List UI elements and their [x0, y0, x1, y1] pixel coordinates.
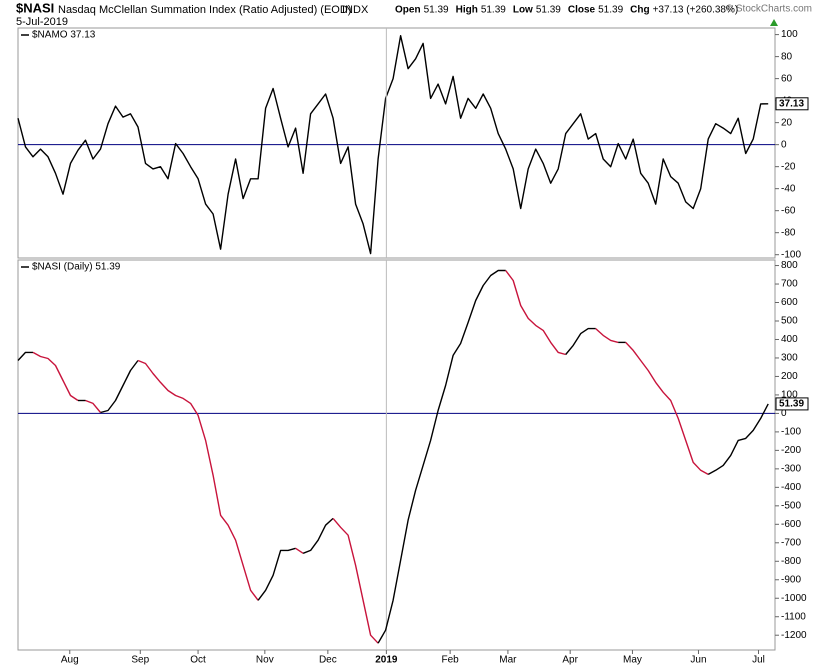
panel-frame	[17, 259, 776, 651]
y-tick-label: 400	[781, 334, 798, 345]
y-tick-label: -20	[781, 161, 796, 172]
quote-label: Low	[513, 5, 533, 16]
line	[17, 35, 769, 255]
y-tick-label: 300	[781, 353, 798, 364]
y-tick-label: -80	[781, 227, 796, 238]
y-tick-label: -60	[781, 205, 796, 216]
copyright: © StockCharts.com	[726, 4, 812, 15]
y-tick-label: 100	[781, 29, 798, 40]
y-tick-label: -300	[781, 464, 801, 475]
line	[302, 517, 334, 554]
y-tick-label: -100	[781, 249, 801, 260]
y-tick-label: 700	[781, 279, 798, 290]
up-arrow	[770, 19, 778, 26]
x-tick-label: 2019	[375, 655, 398, 666]
line	[707, 403, 769, 476]
last-value-box	[775, 397, 809, 411]
y-tick-label: 80	[781, 51, 793, 62]
y-tick-label: -100	[781, 427, 801, 438]
y-tick-label: 60	[781, 73, 793, 84]
y-tick-label: -900	[781, 574, 801, 585]
y-tick-label: 200	[781, 371, 798, 382]
quote-label: Open	[395, 5, 421, 16]
line	[257, 547, 296, 601]
quote-value: 51.39	[536, 5, 561, 16]
y-tick-label: -400	[781, 482, 801, 493]
date: 5-Jul-2019	[16, 16, 68, 28]
line	[377, 269, 506, 644]
y-tick-label: -700	[781, 537, 801, 548]
x-tick-label: Mar	[499, 655, 517, 666]
panel-frame	[17, 27, 776, 259]
line	[332, 517, 379, 644]
y-tick-label: -1100	[781, 611, 806, 622]
quote-value: 51.39	[424, 5, 449, 16]
line	[595, 328, 619, 344]
y-tick-label: -1200	[781, 630, 807, 641]
quote-value: +37.13 (+260.38%)	[653, 5, 739, 16]
y-tick-label: 0	[781, 408, 787, 419]
y-tick-label: -200	[781, 445, 801, 456]
x-tick-label: Jul	[752, 655, 765, 666]
x-tick-label: Nov	[256, 655, 274, 666]
y-tick-label: 100	[781, 390, 798, 401]
last-value: 37.13	[779, 98, 804, 109]
x-tick-label: May	[623, 655, 642, 666]
quote-value: 51.39	[598, 5, 623, 16]
y-tick-label: -40	[781, 183, 796, 194]
x-tick-label: Aug	[61, 655, 79, 666]
quote-label: High	[456, 5, 478, 16]
x-tick-label: Dec	[319, 655, 337, 666]
y-tick-label: -600	[781, 519, 801, 530]
line	[137, 359, 259, 601]
x-tick-label: Jun	[690, 655, 706, 666]
line	[100, 360, 139, 414]
line	[565, 327, 596, 355]
y-tick-label: 500	[781, 316, 798, 327]
line	[85, 399, 102, 413]
exchange: INDX	[342, 4, 369, 16]
quote-value: 51.39	[481, 5, 506, 16]
y-tick-label: 800	[781, 260, 798, 271]
y-tick-label: -500	[781, 500, 801, 511]
y-tick-label: 600	[781, 297, 798, 308]
legend-label: $NASI (Daily) 51.39	[32, 262, 121, 273]
last-value: 51.39	[779, 399, 804, 410]
line	[625, 341, 709, 476]
x-tick-label: Feb	[442, 655, 460, 666]
symbol: $NASI	[16, 0, 54, 15]
y-tick-label: 0	[781, 139, 787, 150]
y-tick-label: 20	[781, 117, 793, 128]
quote-label: Chg	[630, 5, 649, 16]
line	[295, 547, 304, 554]
x-tick-label: Oct	[190, 655, 206, 666]
line	[17, 351, 33, 361]
line	[32, 351, 79, 402]
y-tick-label: -1000	[781, 593, 807, 604]
last-value-box	[775, 97, 809, 111]
line	[505, 270, 566, 356]
y-tick-label: -800	[781, 556, 801, 567]
description: Nasdaq McClellan Summation Index (Ratio …	[58, 4, 351, 16]
quote-label: Close	[568, 5, 596, 16]
legend-label: $NAMO 37.13	[32, 30, 96, 41]
x-tick-label: Sep	[131, 655, 149, 666]
x-tick-label: Apr	[562, 655, 578, 666]
